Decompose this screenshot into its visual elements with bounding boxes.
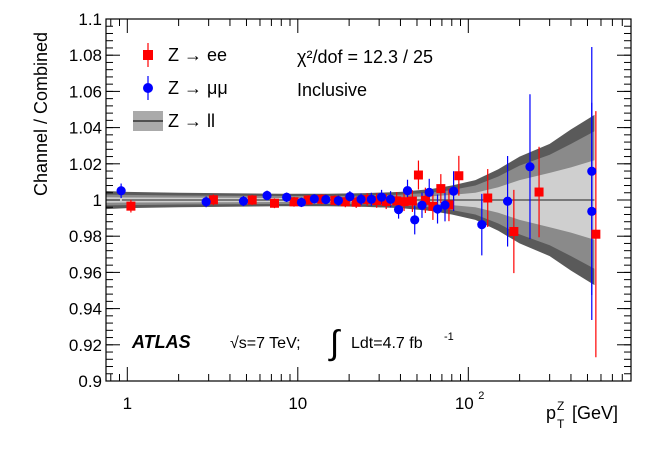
- chi2-annotation: χ²/dof = 12.3 / 25: [297, 47, 433, 67]
- x-tick-label: 10: [288, 394, 307, 413]
- data-point-mumu: [502, 196, 513, 206]
- data-point-ee: [289, 197, 299, 207]
- data-point-mumu: [525, 162, 535, 172]
- legend: Z → ee Z → μμ Z → ll: [133, 43, 228, 131]
- data-point-ee: [340, 197, 350, 207]
- data-point-mumu: [238, 196, 249, 206]
- data-point-mumu: [432, 204, 443, 214]
- y-tick-label: 1.08: [69, 46, 102, 65]
- lumi-superscript: -1: [444, 331, 454, 343]
- data-point-ee: [534, 187, 544, 197]
- y-tick-label: 0.96: [69, 263, 102, 282]
- data-point-mumu: [376, 192, 387, 202]
- x-tick-label: 10: [455, 394, 474, 413]
- y-axis-title: Channel / Combined: [31, 32, 51, 196]
- data-point-ee: [303, 195, 313, 205]
- data-point-ee: [399, 197, 409, 207]
- data-point-mumu: [410, 215, 420, 225]
- data-points: [116, 47, 601, 358]
- data-point-ee: [208, 195, 218, 205]
- data-point-mumu: [345, 191, 355, 202]
- data-point-mumu: [356, 194, 366, 204]
- axis-ticks: 0.9 0.92 0.94 0.96 0.98 1 1.02 1.04 1.06 1.08 1.1 1…: [69, 10, 632, 413]
- energy-label: √s=7 TeV;: [230, 335, 301, 352]
- y-tick-label: 1: [93, 191, 102, 210]
- y-tick-label: 1.04: [69, 119, 102, 138]
- data-point-ee: [126, 201, 136, 211]
- data-point-mumu: [417, 200, 427, 210]
- x-axis-title-sub: T: [557, 417, 565, 431]
- data-point-mumu: [587, 166, 597, 176]
- data-point-ee: [454, 171, 464, 181]
- data-point-mumu: [333, 195, 343, 206]
- legend-marker-mumu: [143, 83, 153, 93]
- data-point-mumu: [440, 200, 450, 210]
- data-point-ee: [428, 201, 438, 211]
- y-tick-label: 0.94: [69, 300, 102, 319]
- legend-marker-ee: [143, 50, 153, 60]
- data-point-ee: [509, 226, 519, 236]
- data-point-ee: [407, 196, 417, 206]
- y-tick-label: 1.02: [69, 155, 102, 174]
- data-point-ee: [372, 196, 382, 206]
- data-point-mumu: [366, 194, 376, 204]
- x-axis-title-main: p: [546, 403, 556, 423]
- data-point-mumu: [296, 197, 307, 207]
- data-point-ee: [483, 193, 493, 203]
- data-point-mumu: [477, 220, 487, 230]
- data-point-mumu: [424, 187, 434, 197]
- data-point-mumu: [321, 194, 331, 205]
- data-point-mumu: [116, 186, 126, 196]
- x-tick-label: 1: [123, 394, 132, 413]
- data-point-mumu: [385, 194, 396, 204]
- y-tick-label: 0.98: [69, 227, 102, 246]
- data-point-ee: [247, 195, 257, 205]
- legend-label: Z → μμ: [168, 78, 228, 98]
- x-axis-title-sup: Z: [557, 399, 564, 413]
- data-point-ee: [392, 196, 402, 206]
- legend-label: Z → ll: [168, 111, 215, 131]
- data-point-mumu: [402, 185, 413, 196]
- data-point-ee: [413, 170, 423, 180]
- data-point-mumu: [393, 204, 404, 215]
- selection-annotation: Inclusive: [297, 80, 367, 100]
- x-tick-label-exponent: 2: [478, 390, 484, 402]
- data-point-mumu: [282, 192, 292, 202]
- lumi-label: Ldt=4.7 fb: [351, 335, 423, 352]
- data-point-ee: [420, 195, 430, 205]
- y-tick-label: 1.1: [78, 10, 102, 29]
- data-point-mumu: [201, 197, 211, 207]
- data-point-ee: [591, 229, 601, 239]
- lumi-integral: ∫: [328, 324, 341, 362]
- data-point-ee: [269, 198, 279, 208]
- x-axis-title: p T Z [GeV]: [546, 399, 618, 431]
- data-point-mumu: [309, 194, 319, 204]
- data-point-ee: [351, 197, 361, 207]
- x-axis-title-unit: [GeV]: [572, 403, 618, 423]
- data-point-ee: [436, 184, 446, 194]
- y-tick-label: 0.9: [78, 372, 102, 391]
- atlas-label: ATLAS: [131, 332, 191, 352]
- data-point-mumu: [262, 190, 272, 201]
- data-point-mumu: [449, 186, 459, 196]
- y-tick-label: 1.06: [69, 82, 102, 101]
- data-point-mumu: [587, 206, 597, 217]
- y-tick-label: 0.92: [69, 336, 102, 355]
- data-point-ee: [381, 196, 391, 206]
- legend-label: Z → ee: [168, 45, 227, 65]
